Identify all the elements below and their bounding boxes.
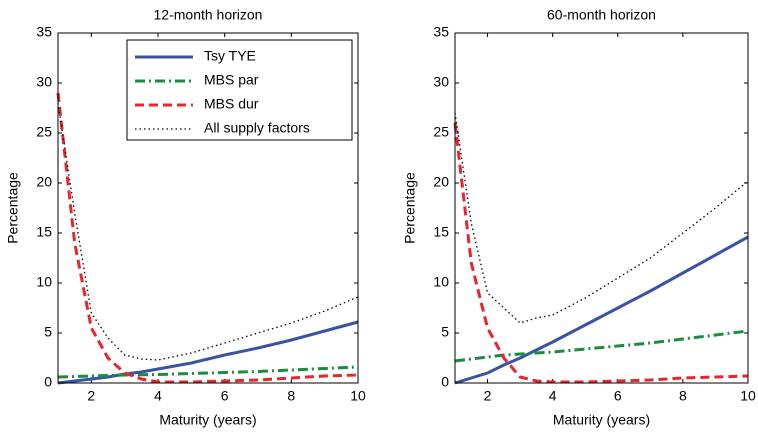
plot-frame: [57, 32, 359, 384]
y-tick-label: 25: [36, 124, 52, 140]
y-tick-label: 35: [433, 24, 449, 40]
chart-title: 12-month horizon: [154, 7, 263, 23]
x-tick-label: 10: [740, 388, 756, 404]
y-tick-label: 30: [433, 74, 449, 90]
x-tick-label: 8: [287, 388, 295, 404]
y-tick-label: 20: [433, 174, 449, 190]
y-axis-label: Percentage: [5, 172, 21, 244]
x-axis-label: Maturity (years): [553, 412, 650, 428]
series-line: [56, 92, 359, 384]
x-tick-label: 10: [350, 388, 366, 404]
series-line: [453, 122, 749, 384]
x-tick-label: 6: [614, 388, 622, 404]
x-tick-label: 2: [484, 388, 492, 404]
x-tick-label: 6: [221, 388, 229, 404]
y-tick-label: 20: [36, 174, 52, 190]
chart-title: 60-month horizon: [547, 7, 656, 23]
y-tick-label: 30: [36, 74, 52, 90]
y-tick-label: 35: [36, 24, 52, 40]
y-tick-label: 15: [433, 224, 449, 240]
y-tick-label: 5: [441, 324, 449, 340]
series-line: [57, 365, 359, 379]
y-tick-label: 25: [433, 124, 449, 140]
series-line: [454, 112, 749, 324]
y-tick-label: 10: [433, 274, 449, 290]
legend-label: MBS par: [204, 72, 259, 88]
y-tick-label: 0: [44, 374, 52, 390]
series-line: [454, 235, 749, 385]
series-line: [454, 329, 749, 363]
x-tick-label: 4: [549, 388, 557, 404]
plot-frame: [454, 32, 749, 384]
y-axis-label: Percentage: [402, 172, 418, 244]
legend-label: MBS dur: [204, 96, 259, 112]
y-tick-label: 15: [36, 224, 52, 240]
x-axis-label: Maturity (years): [159, 412, 256, 428]
series-line: [57, 102, 359, 361]
y-tick-label: 10: [36, 274, 52, 290]
x-tick-label: 2: [87, 388, 95, 404]
legend-label: Tsy TYE: [204, 48, 256, 64]
y-tick-label: 5: [44, 324, 52, 340]
series-line: [57, 320, 359, 385]
legend-label: All supply factors: [204, 120, 310, 136]
x-tick-label: 8: [679, 388, 687, 404]
legend: Tsy TYE MBS par MBS dur All supply factors: [126, 39, 353, 141]
x-tick-label: 4: [154, 388, 162, 404]
y-tick-label: 0: [441, 374, 449, 390]
